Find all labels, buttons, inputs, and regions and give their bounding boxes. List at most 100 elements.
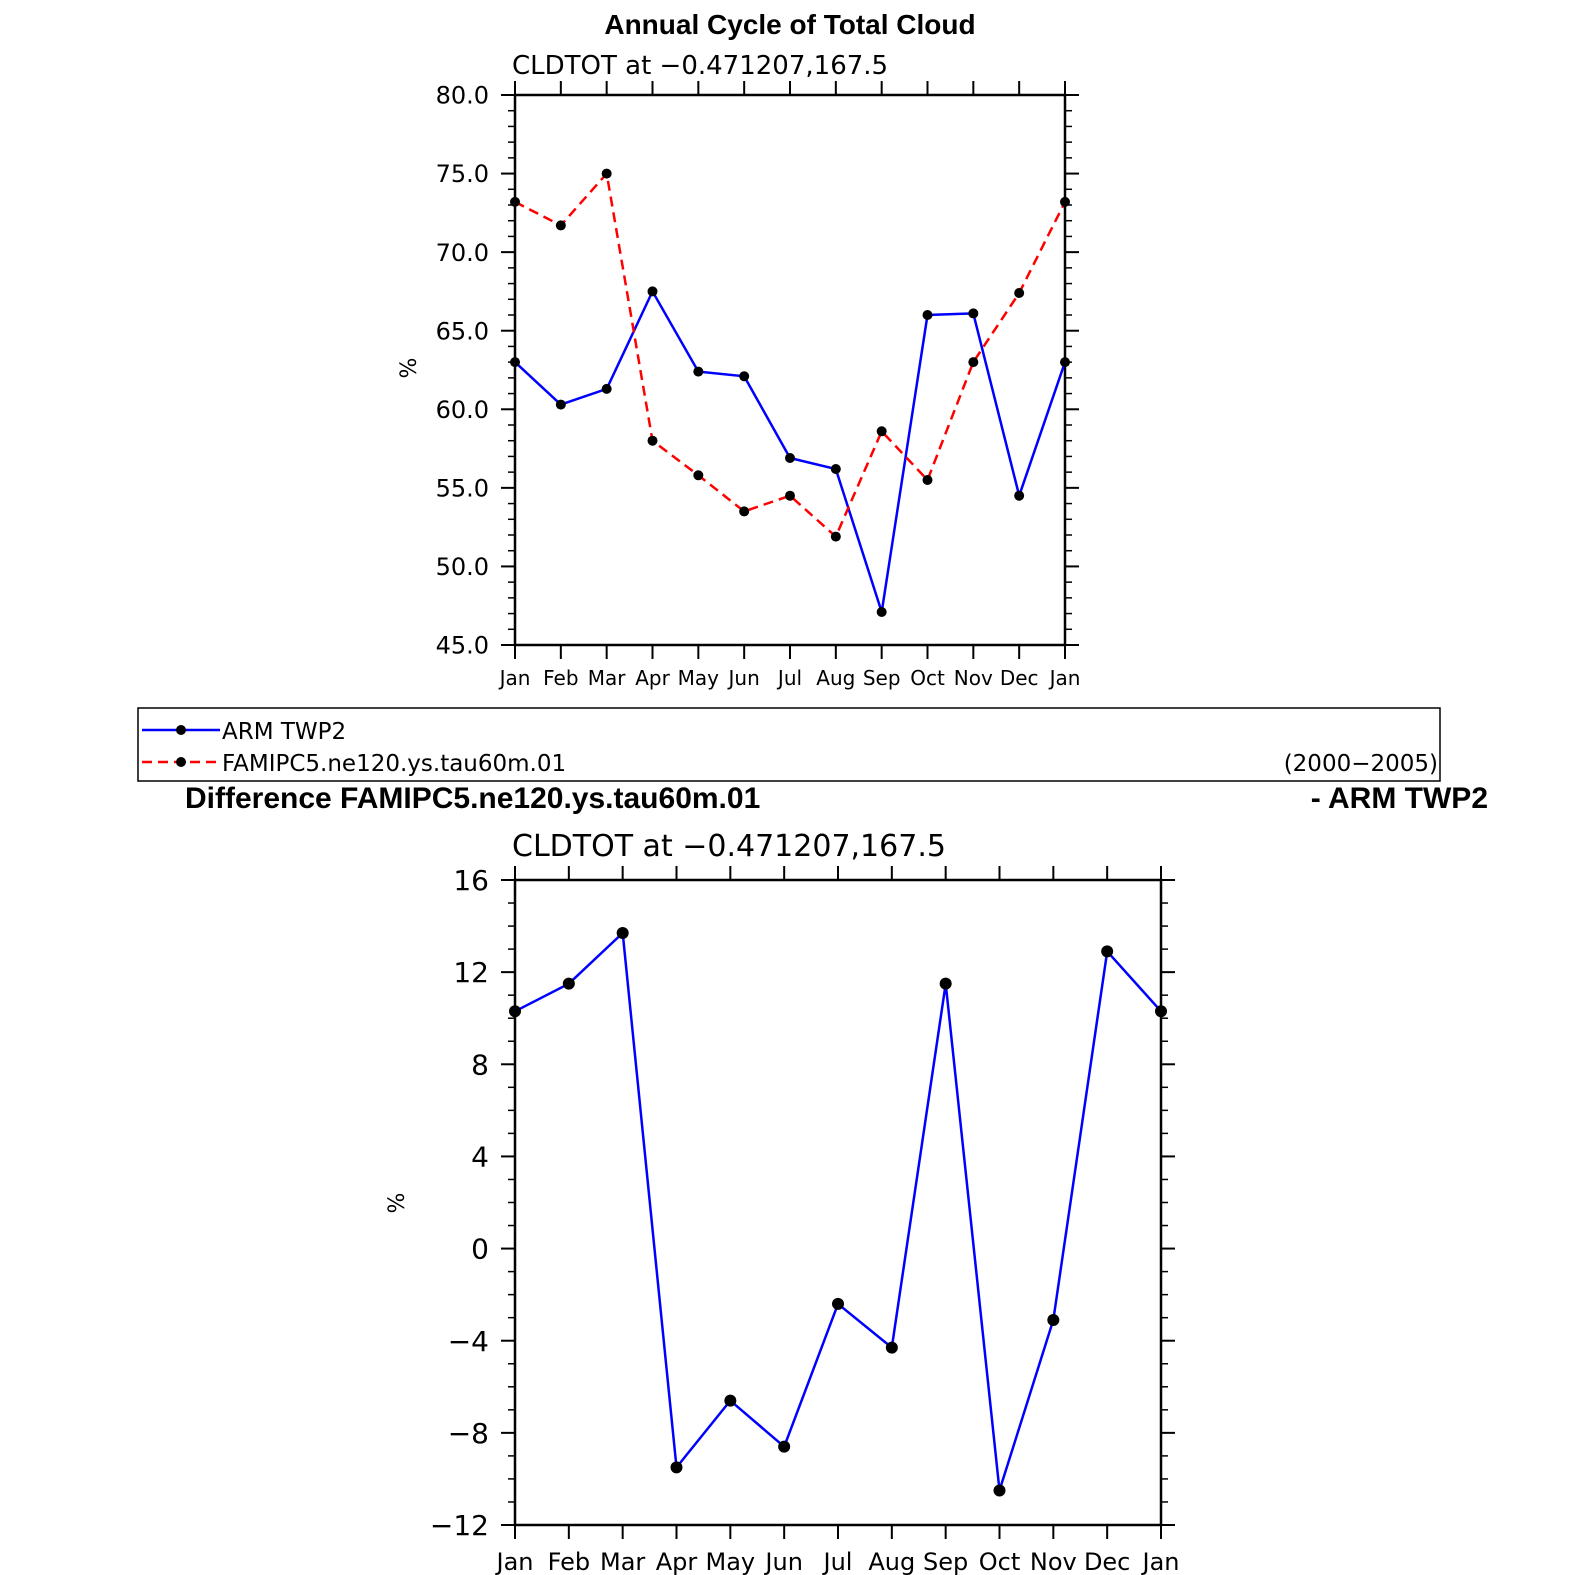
- series-1-point: [510, 196, 520, 207]
- legend-label-famip: FAMIPC5.ne120.ys.tau60m.01: [222, 751, 566, 777]
- legend-box: [137, 707, 1441, 782]
- y-tick-label: −8: [448, 1417, 489, 1450]
- x-tick-label: Jul: [776, 666, 802, 690]
- y-tick-label: 50.0: [436, 553, 489, 581]
- series-0-point: [1014, 490, 1025, 501]
- series-0-point: [562, 977, 575, 990]
- chart-subtitle: CLDTOT at −0.471207,167.5: [512, 829, 946, 864]
- series-0-point: [647, 286, 658, 297]
- x-tick-label: Dec: [1000, 666, 1039, 690]
- legend-marker-arm: [176, 725, 186, 735]
- plot-frame: [513, 878, 1163, 1527]
- x-tick-label: Apr: [635, 666, 670, 690]
- x-tick-label: Nov: [1030, 1548, 1077, 1575]
- y-tick-labels: −12 −8 −4 0 4 8 12 16: [430, 864, 489, 1542]
- y-tick-label: 8: [471, 1048, 489, 1081]
- series-1-point: [922, 475, 933, 485]
- series-1-point: [693, 470, 704, 481]
- x-tick-label: Aug: [816, 666, 855, 690]
- series-0-point: [922, 310, 933, 320]
- y-axis-label: %: [397, 358, 422, 379]
- x-tick-label: Jul: [822, 1548, 853, 1575]
- axis-ticks: [501, 81, 1079, 659]
- annual-cycle-chart: Annual Cycle of Total Cloud CLDTOT at −0…: [397, 9, 1080, 690]
- series-group: [509, 926, 1167, 1497]
- chart-title: Annual Cycle of Total Cloud: [604, 9, 975, 40]
- x-tick-label: Mar: [600, 1548, 645, 1575]
- x-tick-label: Mar: [588, 666, 627, 690]
- chart-subtitle: CLDTOT at −0.471207,167.5: [512, 51, 888, 81]
- y-tick-label: 75.0: [436, 160, 489, 188]
- x-tick-label: Jan: [1141, 1548, 1180, 1575]
- series-0-point: [778, 1440, 791, 1453]
- y-tick-label: 65.0: [436, 317, 489, 345]
- y-tick-label: 45.0: [436, 632, 489, 660]
- y-tick-label: 16: [453, 864, 489, 897]
- series-1-point: [1014, 288, 1025, 298]
- series-1-point: [739, 506, 750, 517]
- x-tick-label: Dec: [1084, 1548, 1130, 1575]
- series-group: [510, 168, 1070, 617]
- series-0-point: [876, 607, 887, 617]
- y-axis-label: %: [385, 1193, 410, 1214]
- x-tick-label: Jun: [727, 666, 760, 690]
- x-tick-label: Sep: [923, 1548, 968, 1575]
- x-tick-label: Jan: [1048, 666, 1081, 690]
- x-tick-label: Aug: [868, 1548, 915, 1575]
- series-1-point: [601, 168, 612, 179]
- x-tick-labels: Jan Feb Mar Apr May Jun Jul Aug Sep Oct Nov Dec Jan: [495, 1548, 1180, 1575]
- x-tick-label: May: [706, 1548, 756, 1575]
- series-line-0: [514, 288, 1067, 613]
- axis-ticks: [501, 866, 1175, 1539]
- x-tick-labels: Jan Feb Mar Apr May Jun Jul Aug Sep Oct Nov Dec Jan: [498, 666, 1081, 690]
- x-tick-label: Feb: [543, 666, 578, 690]
- series-0-point: [510, 357, 520, 368]
- y-tick-label: −4: [448, 1325, 489, 1358]
- series-1-point: [1060, 196, 1070, 207]
- series-0-point: [968, 308, 979, 319]
- y-tick-label: 60.0: [436, 396, 489, 424]
- series-0-point: [601, 383, 612, 394]
- x-tick-label: Sep: [863, 666, 901, 690]
- series-0-point: [739, 371, 750, 382]
- difference-chart: Difference FAMIPC5.ne120.ys.tau60m.01 - …: [185, 782, 1488, 1575]
- series-line-1: [514, 170, 1067, 539]
- y-tick-label: 0: [471, 1233, 489, 1266]
- y-tick-label: 4: [471, 1141, 489, 1174]
- x-tick-label: Oct: [910, 666, 945, 690]
- series-0-point: [724, 1394, 737, 1407]
- legend-marker-famip: [176, 757, 186, 767]
- series-0-point: [616, 926, 629, 939]
- legend: ARM TWP2 FAMIPC5.ne120.ys.tau60m.01 (200…: [137, 707, 1441, 782]
- series-0-point: [993, 1484, 1006, 1497]
- series-0-point: [670, 1461, 683, 1474]
- series-1-point: [647, 435, 658, 446]
- plot-frame: [513, 93, 1067, 647]
- y-tick-label: 70.0: [436, 239, 489, 267]
- x-tick-label: Feb: [548, 1548, 591, 1575]
- series-0-point: [1047, 1313, 1060, 1326]
- y-tick-label: 12: [453, 956, 489, 989]
- y-tick-label: 55.0: [436, 474, 489, 502]
- series-0-point: [509, 1005, 521, 1018]
- series-1-point: [785, 490, 795, 501]
- legend-label-arm: ARM TWP2: [222, 719, 346, 745]
- series-0-point: [830, 464, 841, 474]
- series-0-point: [885, 1341, 898, 1354]
- series-1-point: [555, 220, 566, 231]
- x-tick-label: Jun: [763, 1548, 803, 1575]
- y-tick-label: 80.0: [436, 82, 489, 110]
- series-0-point: [785, 453, 795, 463]
- y-tick-labels: 45.0 50.0 55.0 60.0 65.0 70.0 75.0 80.0: [436, 82, 489, 660]
- y-tick-label: −12: [430, 1509, 489, 1542]
- series-0-point: [555, 399, 566, 410]
- series-0-point: [939, 977, 952, 990]
- series-0-point: [1101, 945, 1114, 958]
- x-tick-label: Jan: [495, 1548, 534, 1575]
- x-tick-label: Oct: [979, 1548, 1021, 1575]
- series-1-point: [830, 531, 841, 542]
- series-0-point: [693, 366, 704, 377]
- series-0-point: [832, 1297, 844, 1310]
- series-1-point: [968, 357, 979, 368]
